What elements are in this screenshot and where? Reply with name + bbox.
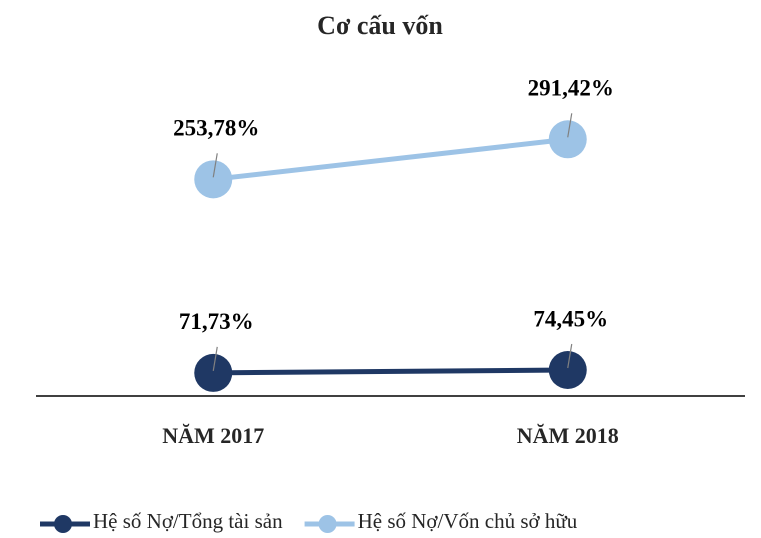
series-line bbox=[213, 367, 568, 376]
data-label: 74,45% bbox=[533, 306, 608, 331]
legend-label: Hệ số Nợ/Tổng tài sản bbox=[93, 509, 283, 533]
data-point bbox=[194, 160, 233, 199]
legend-marker bbox=[318, 515, 337, 533]
series-line bbox=[212, 136, 569, 182]
data-label: 291,42% bbox=[528, 76, 614, 101]
x-tick-label: NĂM 2017 bbox=[162, 423, 264, 448]
data-label: 253,78% bbox=[173, 116, 259, 141]
label-leader bbox=[212, 153, 218, 178]
label-leader bbox=[212, 346, 218, 371]
label-leader bbox=[567, 113, 573, 138]
data-point bbox=[548, 351, 587, 390]
chart-title: Cơ cấu vốn bbox=[317, 11, 443, 40]
data-point bbox=[194, 353, 233, 392]
legend-label: Hệ số Nợ/Vốn chủ sở hữu bbox=[358, 509, 578, 533]
data-label: 71,73% bbox=[179, 309, 254, 334]
label-leader bbox=[567, 343, 573, 369]
x-tick-label: NĂM 2018 bbox=[517, 423, 619, 448]
data-point bbox=[548, 120, 587, 159]
legend-marker bbox=[54, 515, 72, 533]
